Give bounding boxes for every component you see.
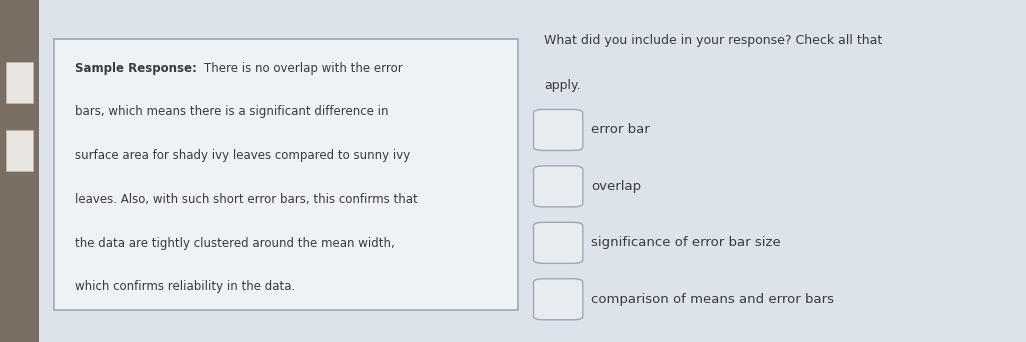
FancyBboxPatch shape	[534, 109, 583, 150]
Text: overlap: overlap	[591, 180, 641, 193]
FancyBboxPatch shape	[534, 279, 583, 320]
Text: surface area for shady ivy leaves compared to sunny ivy: surface area for shady ivy leaves compar…	[75, 149, 410, 162]
Text: There is no overlap with the error: There is no overlap with the error	[204, 62, 403, 75]
Text: bars, which means there is a significant difference in: bars, which means there is a significant…	[75, 105, 389, 118]
Bar	[0, 0, 39, 342]
Text: the data are tightly clustered around the mean width,: the data are tightly clustered around th…	[75, 237, 395, 250]
Text: significance of error bar size: significance of error bar size	[591, 236, 781, 249]
Text: which confirms reliability in the data.: which confirms reliability in the data.	[75, 280, 295, 293]
FancyBboxPatch shape	[534, 166, 583, 207]
Text: error bar: error bar	[591, 123, 649, 136]
Bar	[6, 130, 33, 171]
Text: What did you include in your response? Check all that: What did you include in your response? C…	[544, 34, 882, 47]
Text: comparison of means and error bars: comparison of means and error bars	[591, 293, 834, 306]
Bar	[6, 62, 33, 103]
Text: Sample Response:: Sample Response:	[75, 62, 197, 75]
FancyBboxPatch shape	[54, 39, 518, 310]
FancyBboxPatch shape	[534, 222, 583, 263]
Text: apply.: apply.	[544, 79, 581, 92]
Text: leaves. Also, with such short error bars, this confirms that: leaves. Also, with such short error bars…	[75, 193, 418, 206]
